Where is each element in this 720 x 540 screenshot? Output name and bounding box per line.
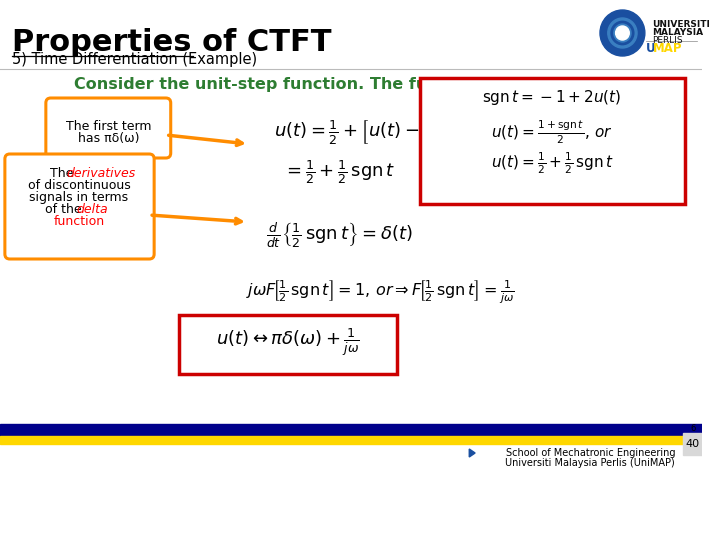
Text: School of Mechatronic Engineering: School of Mechatronic Engineering: [505, 448, 675, 458]
Text: The first term: The first term: [66, 120, 151, 133]
Polygon shape: [469, 449, 475, 457]
Text: 5) Time Differentiation (Example): 5) Time Differentiation (Example): [12, 52, 257, 67]
Bar: [683, 433, 703, 455]
Text: function: function: [53, 215, 104, 228]
Text: MALAYSIA: MALAYSIA: [652, 28, 703, 37]
Text: PERLIS: PERLIS: [652, 36, 683, 45]
Text: $\mathrm{sgn}\,t = -1 + 2u(t)$: $\mathrm{sgn}\,t = -1 + 2u(t)$: [482, 88, 622, 107]
Text: 6: 6: [690, 424, 696, 433]
Text: Universiti Malaysia Perlis (UniMAP): Universiti Malaysia Perlis (UniMAP): [505, 458, 675, 468]
Text: $j\omega F\!\left[\frac{1}{2}\,\mathrm{sgn}\,t\right] = 1,\,or \Rightarrow F\!\l: $j\omega F\!\left[\frac{1}{2}\,\mathrm{s…: [246, 278, 515, 306]
Text: $u(t) = \frac{1}{2} + \frac{1}{2}\,\mathrm{sgn}\,t$: $u(t) = \frac{1}{2} + \frac{1}{2}\,\math…: [490, 150, 613, 176]
Text: of discontinuous: of discontinuous: [27, 179, 130, 192]
Text: $u(t) = \frac{1}{2} + \left[u(t) - \frac{1}{2}\right]$: $u(t) = \frac{1}{2} + \left[u(t) - \frac…: [274, 118, 438, 146]
Text: $u(t) = \frac{1+\mathrm{sgn}\,t}{2},\,or$: $u(t) = \frac{1+\mathrm{sgn}\,t}{2},\,or…: [491, 118, 613, 146]
Text: Consider the unit-step function. The function can be written:: Consider the unit-step function. The fun…: [74, 77, 628, 92]
Bar: [0, 424, 703, 437]
Text: 40: 40: [685, 439, 700, 449]
Text: of the: of the: [45, 203, 86, 216]
Text: delta: delta: [76, 203, 108, 216]
FancyBboxPatch shape: [5, 154, 154, 259]
Circle shape: [616, 26, 629, 40]
Bar: [0, 436, 703, 444]
Text: signals in terms: signals in terms: [30, 191, 129, 204]
FancyBboxPatch shape: [420, 78, 685, 204]
Circle shape: [608, 18, 637, 48]
Text: has πδ(ω): has πδ(ω): [78, 132, 139, 145]
Text: Properties of CTFT: Properties of CTFT: [12, 28, 331, 57]
Text: MAP: MAP: [653, 42, 683, 55]
Circle shape: [600, 10, 645, 56]
FancyBboxPatch shape: [179, 315, 397, 374]
Text: $\frac{d}{dt}\left\{\frac{1}{2}\,\mathrm{sgn}\,t\right\} = \delta(t)$: $\frac{d}{dt}\left\{\frac{1}{2}\,\mathrm…: [266, 220, 413, 249]
Text: UNIVERSITI: UNIVERSITI: [652, 20, 710, 29]
FancyBboxPatch shape: [46, 98, 171, 158]
Text: $= \frac{1}{2} + \frac{1}{2}\,\mathrm{sgn}\,t$: $= \frac{1}{2} + \frac{1}{2}\,\mathrm{sg…: [283, 158, 396, 186]
Text: The: The: [50, 167, 77, 180]
Text: U: U: [646, 42, 655, 55]
Text: $u(t) \leftrightarrow \pi\delta(\omega) + \frac{1}{j\omega}$: $u(t) \leftrightarrow \pi\delta(\omega) …: [216, 326, 360, 358]
Text: derivatives: derivatives: [66, 167, 135, 180]
